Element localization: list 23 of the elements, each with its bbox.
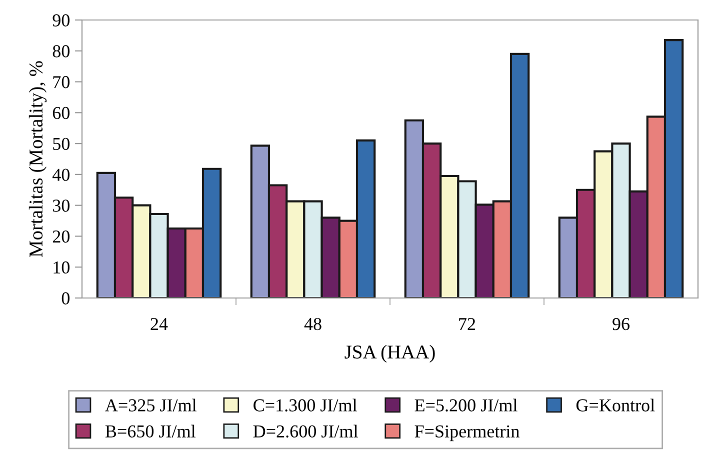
y-tick-label: 60 (52, 106, 70, 120)
y-axis-title: Mortalitas (Mortality), % (28, 61, 47, 257)
legend-label: D=2.600 JI/ml (253, 424, 358, 438)
legend-label: C=1.300 JI/ml (254, 398, 357, 412)
x-tick-label: 24 (150, 318, 168, 330)
y-tick-label: 90 (52, 14, 70, 26)
x-tick-label: 96 (612, 318, 630, 330)
legend-label: E=5.200 JI/ml (414, 398, 518, 412)
y-tick-label: 50 (53, 138, 70, 150)
y-tick-label: 0 (62, 292, 70, 304)
legend-label: A=325 JI/ml (105, 398, 196, 412)
y-tick-label: 70 (53, 76, 70, 88)
legend-label: B=650 JI/ml (105, 424, 196, 438)
y-tick-label: 20 (52, 230, 70, 243)
y-tick-label: 30 (53, 200, 70, 212)
x-tick-label: 72 (459, 318, 476, 330)
y-tick-label: 10 (54, 261, 70, 274)
y-tick-label: 80 (52, 45, 70, 58)
x-tick-label: 48 (304, 318, 322, 330)
legend-label: F=Sipermetrin (414, 425, 520, 442)
legend-label: G=Kontrol (576, 398, 655, 412)
x-axis-title: JSA (HAA) (344, 344, 435, 363)
y-tick-label: 40 (52, 168, 70, 181)
